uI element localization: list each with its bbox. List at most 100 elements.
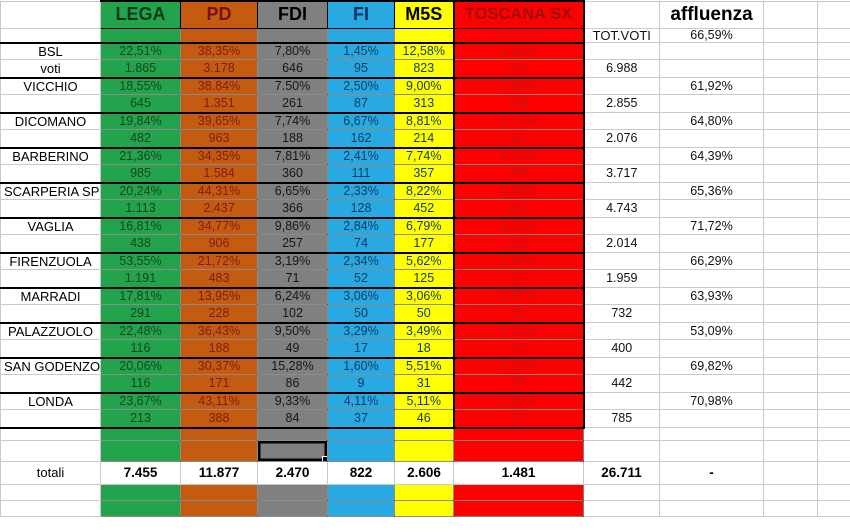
voti-cell-scarperia-sp-pd[interactable]: 2.437 <box>180 199 258 219</box>
voti-vicchio-spare-cell-2[interactable] <box>817 94 850 114</box>
municipality-name[interactable]: BARBERINO <box>0 146 101 166</box>
bottom-row-1-spare-cell-1[interactable] <box>763 484 818 502</box>
column-header-m5s[interactable]: M5S <box>394 0 454 29</box>
voti-san-godenzo-spare-cell-2[interactable] <box>817 374 850 394</box>
blank2-spare-cell-1[interactable] <box>763 440 818 463</box>
voti-cell-vicchio-pd[interactable]: 1.351 <box>180 94 258 114</box>
pct-vaglia-spare-cell-1[interactable] <box>763 217 818 236</box>
bottom-row-1-tot-cell[interactable] <box>583 484 660 502</box>
pct-cell-bsl-m5s[interactable]: 12,58% <box>394 41 454 61</box>
voti-cell-palazzuolo-toscana-sx[interactable]: 12 <box>452 339 585 359</box>
voti-cell-vaglia-pd[interactable]: 906 <box>180 234 258 254</box>
pct-cell-bsl-lega[interactable]: 22,51% <box>100 41 181 61</box>
subheader-spare-cell-2[interactable] <box>817 27 850 44</box>
bottom-row-2-affl-cell[interactable] <box>659 500 764 518</box>
bottom-row-2-color-cell-fdi[interactable] <box>257 500 328 518</box>
voti-vaglia-spare-cell-1[interactable] <box>763 234 818 254</box>
voti-cell-marradi-pd[interactable]: 228 <box>180 304 258 324</box>
voti-cell-vicchio-lega[interactable]: 645 <box>100 94 181 114</box>
pct-dicomano-spare-cell-1[interactable] <box>763 112 818 131</box>
pct-cell-marradi-m5s[interactable]: 3,06% <box>394 286 454 306</box>
voti-londa-spare-cell-1[interactable] <box>763 409 818 429</box>
voti-cell-vaglia-fdi[interactable]: 257 <box>257 234 328 254</box>
pct-firenzuola-spare-cell-2[interactable] <box>817 252 850 271</box>
tot-voti-empty-marradi[interactable] <box>583 287 660 306</box>
bottom-row-2-color-cell-lega[interactable] <box>100 500 181 518</box>
pct-cell-marradi-fi[interactable]: 3,06% <box>327 286 395 306</box>
voti-cell-palazzuolo-fdi[interactable]: 49 <box>257 339 328 359</box>
tot-voti-value-san-godenzo[interactable]: 442 <box>583 374 660 394</box>
voti-scarperia-sp-spare-cell-2[interactable] <box>817 199 850 219</box>
bottom-row-2-color-cell-toscana-sx[interactable] <box>453 500 584 518</box>
voti-cell-vaglia-toscana-sx[interactable]: 162 <box>452 234 585 254</box>
municipality-name[interactable]: MARRADI <box>0 286 101 306</box>
total-cell-fdi[interactable]: 2.470 <box>257 461 328 486</box>
pct-vicchio-spare-cell-2[interactable] <box>817 77 850 96</box>
blank1-color-cell-m5s[interactable] <box>394 427 454 442</box>
voti-san-godenzo-spare-cell-1[interactable] <box>763 374 818 394</box>
pct-cell-barberino-lega[interactable]: 21,36% <box>100 146 181 166</box>
totals-label[interactable]: totali <box>0 461 101 486</box>
pct-vicchio-spare-cell-1[interactable] <box>763 77 818 96</box>
voti-cell-firenzuola-lega[interactable]: 1.191 <box>100 269 181 289</box>
total-cell-pd[interactable]: 11.877 <box>180 461 258 486</box>
column-header-pd[interactable]: PD <box>180 0 258 29</box>
blank2-color-cell-lega[interactable] <box>100 440 181 463</box>
tot-voti-value-londa[interactable]: 785 <box>583 409 660 429</box>
tot-voti-value-vaglia[interactable]: 2.014 <box>583 234 660 254</box>
municipality-name[interactable]: SCARPERIA SP <box>0 181 101 201</box>
voti-barberino-spare-cell-1[interactable] <box>763 164 818 184</box>
voti-cell-barberino-m5s[interactable]: 357 <box>394 164 454 184</box>
pct-cell-vaglia-fdi[interactable]: 9,86% <box>257 216 328 236</box>
column-header-fdi[interactable]: FDI <box>257 0 328 29</box>
tot-voti-value-palazzuolo[interactable]: 400 <box>583 339 660 359</box>
voti-cell-vaglia-fi[interactable]: 74 <box>327 234 395 254</box>
voti-cell-firenzuola-m5s[interactable]: 125 <box>394 269 454 289</box>
affluenza-value-vaglia[interactable]: 71,72% <box>659 217 764 236</box>
bottom-row-2-name-cell[interactable] <box>0 500 101 518</box>
tot-voti-value-bsl[interactable]: 6.988 <box>583 59 660 79</box>
affluenza-value-bsl[interactable] <box>659 42 764 61</box>
voti-cell-san-godenzo-lega[interactable]: 116 <box>100 374 181 394</box>
affluenza-empty-san-godenzo[interactable] <box>659 374 764 394</box>
voti-cell-san-godenzo-fi[interactable]: 9 <box>327 374 395 394</box>
affluenza-empty-barberino[interactable] <box>659 164 764 184</box>
affluenza-empty-palazzuolo[interactable] <box>659 339 764 359</box>
tot-voti-empty-palazzuolo[interactable] <box>583 322 660 341</box>
pct-cell-firenzuola-fi[interactable]: 2,34% <box>327 251 395 271</box>
total-cell-toscana-sx[interactable]: 1.481 <box>453 461 584 486</box>
voti-cell-bsl-fi[interactable]: 95 <box>327 59 395 79</box>
affluenza-empty-vicchio[interactable] <box>659 94 764 114</box>
blank2-spare-cell-2[interactable] <box>817 440 850 463</box>
voti-cell-dicomano-toscana-sx[interactable]: 67 <box>452 129 585 149</box>
blank1-color-cell-toscana-sx[interactable] <box>453 427 584 442</box>
pct-cell-san-godenzo-lega[interactable]: 20,06% <box>100 356 181 376</box>
selected-cell[interactable] <box>257 440 328 463</box>
voti-cell-san-godenzo-toscana-sx[interactable]: 29 <box>452 374 585 394</box>
column-header-toscana-sx[interactable]: TOSCANA SX <box>452 0 585 29</box>
pct-cell-vaglia-pd[interactable]: 34,77% <box>180 216 258 236</box>
pct-cell-dicomano-m5s[interactable]: 8,81% <box>394 111 454 131</box>
pct-cell-scarperia-sp-lega[interactable]: 20,24% <box>100 181 181 201</box>
subheader-spare-cell-1[interactable] <box>763 27 818 44</box>
subheader-color-cell-toscana-sx[interactable] <box>452 27 585 44</box>
voti-row-label-scarperia-sp[interactable] <box>0 199 101 219</box>
pct-cell-dicomano-pd[interactable]: 39,65% <box>180 111 258 131</box>
pct-cell-firenzuola-pd[interactable]: 21,72% <box>180 251 258 271</box>
corner-cell[interactable] <box>0 0 101 29</box>
voti-bsl-spare-cell-2[interactable] <box>817 59 850 79</box>
affluenza-value-scarperia-sp[interactable]: 65,36% <box>659 182 764 201</box>
affluenza-empty-marradi[interactable] <box>659 304 764 324</box>
pct-cell-barberino-fi[interactable]: 2,41% <box>327 146 395 166</box>
bottom-row-1-color-cell-lega[interactable] <box>100 484 181 502</box>
pct-vaglia-spare-cell-2[interactable] <box>817 217 850 236</box>
voti-cell-palazzuolo-pd[interactable]: 188 <box>180 339 258 359</box>
tot-voti-header-spacer[interactable] <box>583 0 660 29</box>
total-cell-fi[interactable]: 822 <box>327 461 395 486</box>
voti-cell-scarperia-sp-m5s[interactable]: 452 <box>394 199 454 219</box>
voti-cell-londa-m5s[interactable]: 46 <box>394 409 454 429</box>
pct-cell-scarperia-sp-toscana-sx[interactable]: 4,49% <box>452 181 585 201</box>
voti-cell-marradi-toscana-sx[interactable]: 11 <box>452 304 585 324</box>
voti-barberino-spare-cell-2[interactable] <box>817 164 850 184</box>
pct-cell-san-godenzo-fi[interactable]: 1,60% <box>327 356 395 376</box>
